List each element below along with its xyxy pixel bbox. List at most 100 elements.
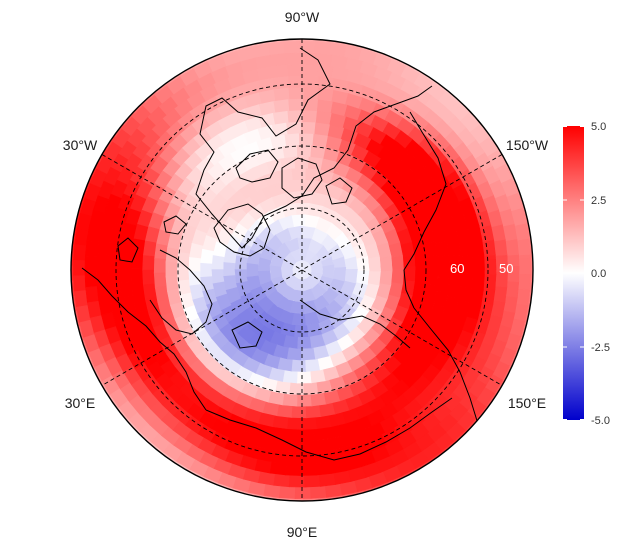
- anomaly-cell: [142, 240, 157, 257]
- anomaly-cell: [246, 263, 259, 278]
- anomaly-cell: [321, 264, 335, 279]
- anomaly-cell: [313, 41, 331, 55]
- anomaly-cell: [283, 133, 300, 147]
- latitude-circle-80: [239, 207, 365, 333]
- anomaly-cell: [189, 243, 204, 260]
- anomaly-cell: [277, 404, 294, 418]
- anomaly-cell: [287, 179, 303, 193]
- anomaly-cell: [390, 255, 404, 271]
- anomaly-cell: [423, 284, 438, 301]
- anomaly-cell: [272, 87, 290, 102]
- coastline-british-isles: [117, 237, 139, 263]
- anomaly-cell: [301, 347, 316, 361]
- anomaly-cell: [294, 486, 312, 499]
- anomaly-cell: [165, 261, 178, 277]
- anomaly-cell: [223, 262, 236, 277]
- anomaly-cell: [313, 427, 330, 441]
- anomaly-cell: [263, 483, 281, 498]
- anomaly-cell: [277, 357, 294, 372]
- anomaly-cell: [301, 267, 312, 272]
- colorbar-tick-label: 0.0: [591, 268, 606, 280]
- anomaly-cell: [315, 414, 332, 430]
- anomaly-cell: [458, 286, 473, 304]
- anomaly-cell: [284, 428, 301, 442]
- anomaly-cell: [281, 145, 298, 159]
- anomaly-cell: [130, 268, 144, 284]
- anomaly-cell: [165, 247, 180, 264]
- anomaly-cell: [312, 438, 329, 453]
- anomaly-cell: [294, 324, 309, 338]
- anomaly-cell: [300, 52, 317, 66]
- anomaly-cell: [435, 240, 450, 257]
- anomaly-cell: [272, 76, 290, 90]
- anomaly-cell: [285, 52, 302, 66]
- anomaly-cell: [304, 168, 320, 182]
- anomaly-cell: [390, 268, 404, 284]
- anomaly-cell: [287, 416, 303, 430]
- anomaly-cell: [518, 257, 532, 275]
- anomaly-cell: [200, 248, 215, 265]
- anomaly-cell: [302, 64, 319, 77]
- anomaly-cell: [188, 257, 202, 273]
- anomaly-cell: [483, 258, 497, 275]
- coastline-alaska: [403, 111, 447, 309]
- anomaly-cell: [301, 110, 317, 124]
- anomaly-cell: [287, 75, 304, 89]
- anomaly-cell: [516, 238, 531, 256]
- anomaly-cell: [324, 483, 343, 498]
- anomaly-cell: [211, 269, 225, 285]
- anomaly-cell: [73, 275, 87, 292]
- anomaly-cell: [436, 277, 450, 294]
- anomaly-cell: [269, 461, 287, 476]
- anomaly-cell: [314, 461, 332, 476]
- lon-label-top: 90°W: [285, 9, 320, 25]
- anomaly-cell: [142, 283, 158, 300]
- anomaly-cell: [304, 474, 321, 488]
- anomaly-cell: [107, 267, 121, 284]
- anomaly-cell: [447, 282, 462, 300]
- anomaly-cell: [472, 259, 485, 276]
- anomaly-cell: [153, 272, 168, 288]
- anomaly-cell: [271, 64, 289, 79]
- colorbar-tick-label: 5.0: [591, 121, 606, 133]
- anomaly-cell: [131, 281, 146, 299]
- anomaly-cell: [414, 262, 427, 278]
- anomaly-cell: [300, 121, 316, 135]
- anomaly-cell: [313, 122, 330, 137]
- anomaly-cell: [305, 358, 321, 372]
- anomaly-cell: [282, 369, 299, 384]
- anomaly-cell: [287, 87, 304, 100]
- anomaly-cell: [269, 53, 287, 67]
- map-border: [70, 38, 534, 502]
- anomaly-cell: [267, 41, 285, 56]
- anomaly-cell: [73, 290, 89, 308]
- anomaly-cell: [312, 450, 330, 465]
- anomaly-cell: [165, 275, 180, 292]
- anomaly-cell: [318, 472, 337, 487]
- anomaly-cell: [316, 87, 334, 102]
- anomaly-cell: [301, 416, 318, 430]
- anomaly-cell: [85, 286, 100, 304]
- anomaly-cell: [287, 98, 304, 112]
- coastline-siberia-arctic: [299, 299, 411, 349]
- anomaly-cell: [290, 168, 306, 181]
- anomaly-cell: [153, 258, 167, 274]
- anomaly-cell: [282, 393, 299, 407]
- coastline-canadian-archipelago: [281, 157, 353, 205]
- anomaly-cell: [291, 405, 307, 419]
- anomaly-cell: [142, 269, 156, 286]
- anomaly-cell: [84, 271, 98, 288]
- coastline-asia-south: [205, 397, 453, 461]
- anomaly-cell: [200, 262, 213, 278]
- anomaly-cell: [305, 404, 322, 419]
- coastline-north-america: [195, 47, 433, 249]
- anomaly-cell: [298, 133, 314, 147]
- anomaly-cell: [311, 133, 328, 148]
- anomaly-cell: [297, 394, 313, 407]
- anomaly-cell: [119, 237, 135, 254]
- anomaly-cell: [297, 370, 313, 384]
- anomaly-cell: [310, 485, 327, 499]
- anomaly-cell: [483, 273, 497, 290]
- anomaly-cell: [316, 64, 334, 79]
- anomaly-cell: [458, 240, 473, 257]
